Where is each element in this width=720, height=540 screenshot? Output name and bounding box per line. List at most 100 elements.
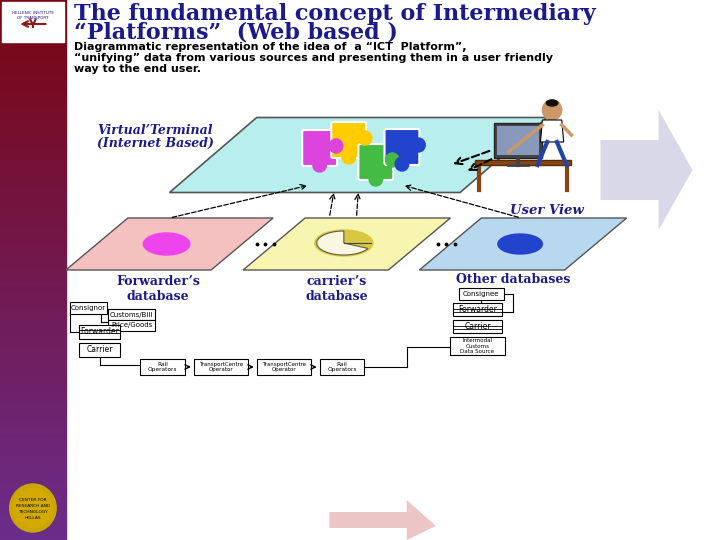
Polygon shape xyxy=(474,160,572,165)
Text: Consignee: Consignee xyxy=(463,291,500,297)
Bar xyxy=(0,184,66,189)
Text: Customs/Bill: Customs/Bill xyxy=(110,312,153,318)
Polygon shape xyxy=(600,110,693,230)
Bar xyxy=(0,432,66,437)
Bar xyxy=(0,38,66,43)
Bar xyxy=(256,359,311,375)
Bar xyxy=(0,70,66,76)
Bar xyxy=(497,126,539,155)
Bar xyxy=(0,130,66,135)
Bar xyxy=(0,346,66,351)
Bar xyxy=(0,329,66,335)
Bar xyxy=(0,265,66,270)
Circle shape xyxy=(9,484,56,532)
Bar xyxy=(0,205,66,211)
Bar xyxy=(0,508,66,513)
Circle shape xyxy=(385,153,399,167)
Text: User View: User View xyxy=(510,204,584,217)
Text: Other databases: Other databases xyxy=(456,273,570,286)
FancyBboxPatch shape xyxy=(384,129,419,165)
Bar xyxy=(0,232,66,238)
Text: TransportCentre
Operator: TransportCentre Operator xyxy=(199,362,243,373)
Bar xyxy=(0,76,66,81)
Bar xyxy=(0,173,66,178)
Bar xyxy=(0,421,66,427)
Text: HELLENIC INSTITUTE: HELLENIC INSTITUTE xyxy=(12,11,54,15)
Bar xyxy=(0,281,66,286)
Bar xyxy=(0,32,66,38)
Bar xyxy=(0,248,66,254)
Bar xyxy=(0,81,66,86)
Bar xyxy=(0,22,66,27)
Bar xyxy=(0,335,66,340)
Bar xyxy=(0,27,66,32)
Bar xyxy=(0,491,66,497)
Bar xyxy=(0,416,66,421)
Text: (Internet Based): (Internet Based) xyxy=(97,137,214,150)
Bar xyxy=(0,481,66,486)
Bar xyxy=(0,497,66,502)
Bar xyxy=(0,65,66,70)
Ellipse shape xyxy=(315,230,373,256)
Polygon shape xyxy=(66,218,273,270)
Bar xyxy=(0,97,66,103)
Circle shape xyxy=(14,488,53,528)
Bar xyxy=(0,227,66,232)
Polygon shape xyxy=(169,118,547,192)
Bar xyxy=(0,162,66,167)
Text: carrier’s
database: carrier’s database xyxy=(306,275,369,303)
Bar xyxy=(0,211,66,216)
Text: “unifying” data from various sources and presenting them in a user friendly: “unifying” data from various sources and… xyxy=(73,53,553,63)
Bar xyxy=(0,49,66,54)
Polygon shape xyxy=(329,500,436,540)
Bar xyxy=(0,113,66,119)
Text: Carrier: Carrier xyxy=(86,346,113,354)
Text: The fundamental concept of Intermediary: The fundamental concept of Intermediary xyxy=(73,3,595,25)
Bar xyxy=(0,275,66,281)
Text: CENTER FOR: CENTER FOR xyxy=(19,498,47,502)
Polygon shape xyxy=(419,218,626,270)
Circle shape xyxy=(342,150,356,164)
Bar xyxy=(0,405,66,410)
Text: Carrier: Carrier xyxy=(464,322,491,331)
Bar xyxy=(0,502,66,508)
Bar xyxy=(2,2,64,42)
Bar xyxy=(0,157,66,162)
Polygon shape xyxy=(317,231,368,255)
FancyBboxPatch shape xyxy=(302,130,337,166)
Text: TECHNOLOGY: TECHNOLOGY xyxy=(18,510,48,514)
Bar xyxy=(79,343,120,357)
Bar xyxy=(0,373,66,378)
Bar xyxy=(140,359,185,375)
Text: Price/Goods: Price/Goods xyxy=(111,322,153,328)
Text: Forwarder: Forwarder xyxy=(81,327,120,336)
Bar xyxy=(0,394,66,400)
Bar xyxy=(0,362,66,367)
Polygon shape xyxy=(541,120,564,142)
Bar xyxy=(0,340,66,346)
Bar xyxy=(0,178,66,184)
Bar xyxy=(0,356,66,362)
Bar xyxy=(0,167,66,173)
Bar xyxy=(0,103,66,108)
Bar xyxy=(0,200,66,205)
Circle shape xyxy=(312,158,326,172)
Bar xyxy=(0,124,66,130)
Bar xyxy=(0,92,66,97)
Text: HELLAS: HELLAS xyxy=(24,516,41,520)
Bar xyxy=(0,135,66,140)
Bar xyxy=(70,302,107,314)
Bar xyxy=(0,43,66,49)
Bar xyxy=(0,513,66,518)
Text: Rail
Operators: Rail Operators xyxy=(148,362,177,373)
Bar xyxy=(0,302,66,308)
Bar xyxy=(0,437,66,443)
Text: RESEARCH AND: RESEARCH AND xyxy=(16,504,50,508)
Bar xyxy=(0,59,66,65)
Bar xyxy=(0,524,66,529)
Bar xyxy=(459,288,504,300)
Circle shape xyxy=(542,100,562,120)
Bar xyxy=(0,140,66,146)
Bar xyxy=(0,529,66,535)
Bar xyxy=(0,238,66,243)
